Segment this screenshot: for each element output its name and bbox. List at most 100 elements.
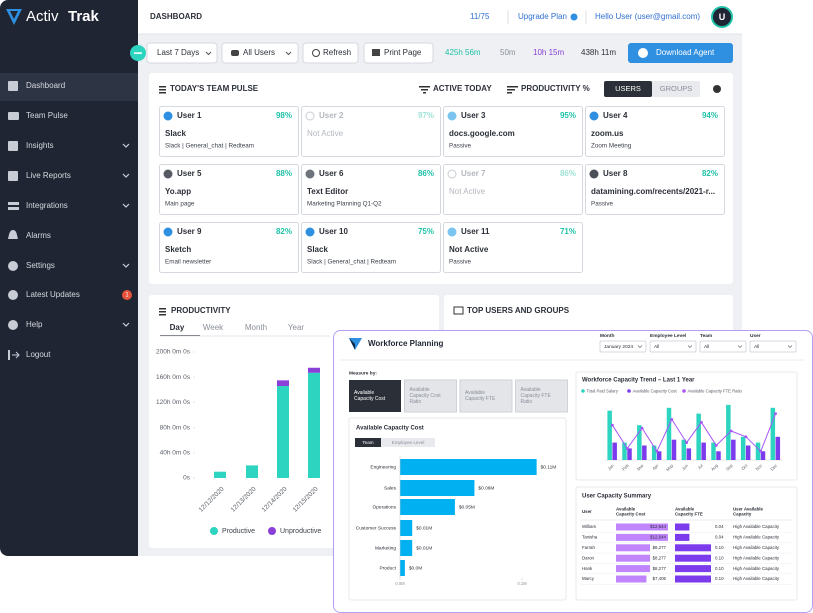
filter-value[interactable]: All: [704, 344, 709, 350]
filter-dropdown[interactable]: [649, 340, 697, 353]
range-button[interactable]: [146, 42, 218, 64]
table-cell: Tanisha: [582, 535, 598, 540]
upgrade-link[interactable]: Upgrade Plan: [518, 12, 567, 21]
panel-icons: [159, 85, 721, 316]
measure-label[interactable]: Available Capacity Cost: [354, 390, 386, 402]
filter-value[interactable]: January 2024: [604, 344, 633, 350]
measure-button[interactable]: [515, 379, 568, 413]
nav-item[interactable]: Alarms: [26, 231, 51, 240]
user-card[interactable]: [159, 222, 299, 273]
user-card[interactable]: [301, 164, 441, 215]
brand-bold: Trak: [68, 8, 100, 25]
table-cell: High Available Capacity: [733, 545, 780, 550]
period-tab[interactable]: Year: [288, 323, 305, 332]
bar: [666, 407, 672, 460]
monitor-icon: [453, 306, 464, 315]
user-app: datamining.com/recents/2021-r...: [591, 187, 715, 196]
avatar[interactable]: [713, 8, 731, 26]
cost-bar: [616, 575, 647, 583]
chevron: [787, 345, 793, 348]
download-button[interactable]: [628, 43, 733, 63]
icon-insights: [8, 141, 18, 151]
value-label: $0.05M: [459, 504, 475, 510]
period-tab[interactable]: Day: [170, 323, 185, 332]
value-label: $0.11M: [541, 464, 557, 470]
chart-tab[interactable]: Team: [362, 440, 373, 445]
user-name: User 8: [603, 169, 628, 178]
bar: [696, 413, 701, 460]
table-cell: High Available Capacity: [733, 555, 780, 560]
user-card[interactable]: [301, 106, 441, 157]
nav-item[interactable]: Team Pulse: [26, 111, 68, 120]
licenses[interactable]: 11/75: [470, 12, 490, 21]
measure-button[interactable]: [459, 379, 513, 413]
period-tab[interactable]: Month: [245, 323, 267, 332]
upgrade-icon[interactable]: [570, 13, 578, 21]
nav-item[interactable]: Help: [26, 320, 43, 329]
x-tick-label: Jan: [607, 462, 616, 471]
view-option[interactable]: GROUPS: [660, 84, 693, 93]
user-card[interactable]: [443, 164, 583, 215]
filter-value[interactable]: All: [654, 344, 659, 350]
nav-item[interactable]: Logout: [26, 350, 51, 359]
cost-bar: [616, 523, 668, 531]
table-cell: 0.10: [715, 555, 724, 560]
period-tab[interactable]: Week: [203, 323, 224, 332]
measure-label[interactable]: Available Capacity Cost Ratio: [410, 387, 443, 405]
print-icon: [372, 49, 380, 56]
measure-label[interactable]: Available Capacity FTE: [465, 390, 496, 402]
user-card[interactable]: [585, 106, 725, 157]
line-point: [611, 423, 614, 427]
user-card[interactable]: [159, 106, 299, 157]
cost-tabs[interactable]: [355, 438, 435, 447]
nav-item[interactable]: Dashboard: [26, 81, 65, 90]
filter-label[interactable]: ACTIVE TODAY: [433, 84, 492, 93]
view-option[interactable]: USERS: [615, 84, 641, 93]
nav-item[interactable]: Latest Updates: [26, 290, 80, 299]
refresh-label[interactable]: Refresh: [323, 48, 351, 57]
nav-item[interactable]: Integrations: [26, 201, 68, 210]
user-pct: 94%: [702, 111, 718, 120]
range-label[interactable]: Last 7 Days: [157, 48, 199, 57]
refresh-button[interactable]: [302, 42, 359, 64]
nav-item[interactable]: Settings: [26, 261, 55, 270]
update-badge: [122, 290, 132, 300]
filter-dropdown[interactable]: [749, 340, 797, 353]
users-button[interactable]: [221, 42, 299, 64]
fte-bar: [675, 533, 690, 541]
chart-tab[interactable]: Employee Level: [392, 440, 425, 445]
chevron: [737, 345, 743, 348]
fte-bar: [675, 544, 711, 552]
user-card[interactable]: [443, 222, 583, 273]
settings-icon[interactable]: [713, 85, 721, 93]
measure-button[interactable]: [404, 379, 457, 413]
users-label[interactable]: All Users: [243, 48, 275, 57]
icon: [507, 86, 518, 88]
download-label[interactable]: Download Agent: [656, 48, 715, 57]
print-button[interactable]: [363, 42, 434, 64]
nav-item[interactable]: Insights: [26, 141, 54, 150]
measure-button[interactable]: [349, 380, 401, 412]
user-card[interactable]: [443, 106, 583, 157]
user-card[interactable]: [585, 164, 725, 215]
bar: [681, 439, 687, 460]
print-label[interactable]: Print Page: [384, 48, 422, 57]
user-card[interactable]: [159, 164, 299, 215]
filter-dropdown[interactable]: [599, 340, 647, 353]
filter-value[interactable]: All: [754, 344, 759, 350]
user-card[interactable]: [301, 222, 441, 273]
column-header: Available Capacity FTE: [675, 507, 703, 517]
cost-tab-active[interactable]: [355, 438, 381, 447]
measure-label[interactable]: Available Capacity FTE Ratio: [521, 387, 553, 405]
table-cell: $8,277: [653, 555, 667, 560]
filter-dropdown[interactable]: [699, 340, 747, 353]
status-dot: [305, 227, 315, 237]
sort-label[interactable]: PRODUCTIVITY %: [521, 84, 590, 93]
collapse-icon: [134, 52, 142, 54]
nav-item[interactable]: Live Reports: [26, 171, 71, 180]
table-cell: Farrah: [582, 545, 595, 550]
view-toggle-active[interactable]: [604, 81, 652, 97]
category-label: Product: [379, 565, 396, 571]
bar: [627, 448, 632, 460]
user-pct: 82%: [276, 227, 292, 236]
